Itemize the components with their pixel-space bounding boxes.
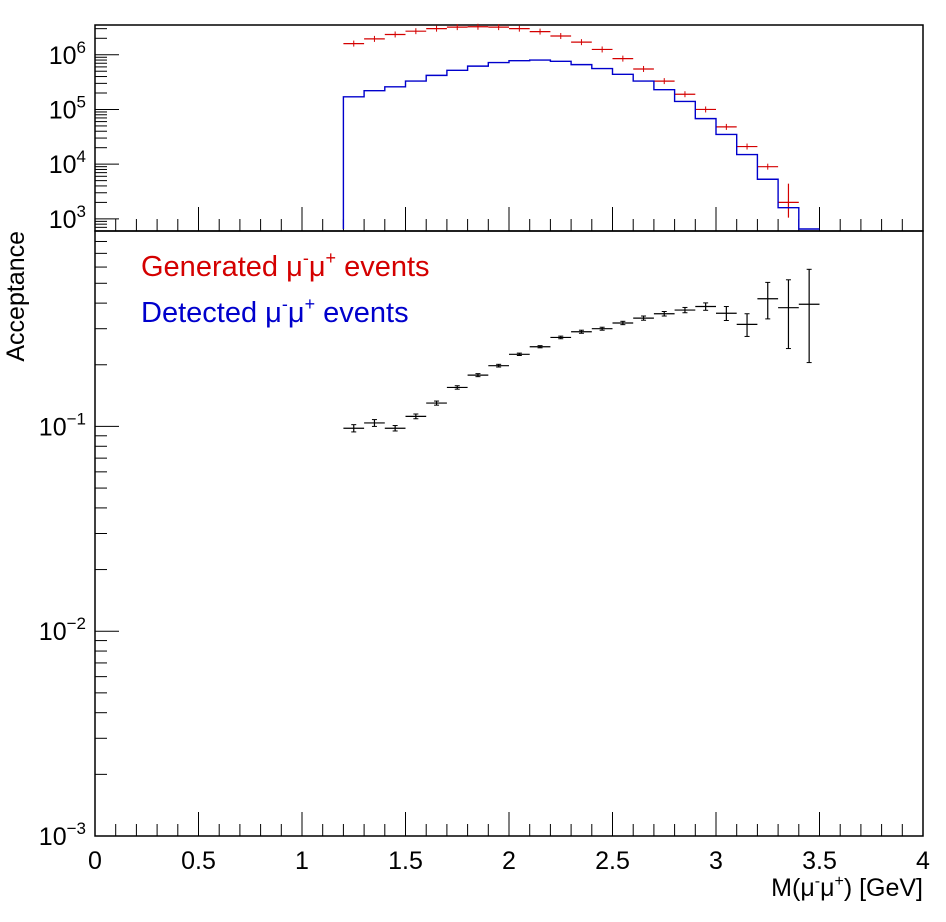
x-tick-label: 3.5 — [802, 847, 837, 875]
y-tick-label: 10−3 — [39, 819, 86, 851]
legend-entry-generated: Generated μ-μ+ events — [141, 248, 430, 283]
x-tick-labels: 0 0.5 1 1.5 2 2.5 3 3.5 4 — [88, 847, 930, 875]
x-tick-label: 2.5 — [595, 847, 630, 875]
top-y-tick-label: 104 — [49, 147, 86, 179]
legend-entry-detected: Detected μ-μ+ events — [141, 294, 409, 329]
top-y-tick-label: 105 — [49, 92, 86, 124]
bottom-axis-ticks — [94, 230, 924, 837]
acceptance-series — [343, 268, 820, 433]
top-y-tick-label: 106 — [49, 38, 86, 70]
y-axis-title: Acceptance — [2, 231, 30, 362]
detected-series-step-line — [342, 59, 820, 230]
top-y-tick-labels: 103 104 105 106 — [49, 38, 86, 234]
x-tick-label: 1 — [295, 847, 309, 875]
x-tick-label: 0.5 — [181, 847, 216, 875]
top-axis-ticks — [94, 28, 924, 232]
bottom-y-tick-labels: 10−3 10−2 10−1 — [39, 409, 86, 851]
x-tick-label: 0 — [88, 847, 102, 875]
x-tick-label: 3 — [709, 847, 723, 875]
y-tick-label: 10−1 — [39, 409, 86, 441]
x-tick-label: 4 — [916, 847, 930, 875]
x-tick-label: 2 — [502, 847, 516, 875]
top-panel: 103 104 105 106 — [49, 23, 924, 234]
y-tick-label: 10−2 — [39, 614, 86, 646]
bottom-panel: 10−3 10−2 10−1 0 0.5 1 1.5 2 2.5 3 3.5 4 Generated… — [2, 230, 930, 902]
x-tick-label: 1.5 — [388, 847, 423, 875]
top-plot-frame — [94, 24, 924, 232]
x-axis-title: M(μ-μ+) [GeV] — [771, 873, 923, 902]
top-y-tick-label: 103 — [49, 202, 86, 234]
generated-series — [343, 23, 799, 218]
